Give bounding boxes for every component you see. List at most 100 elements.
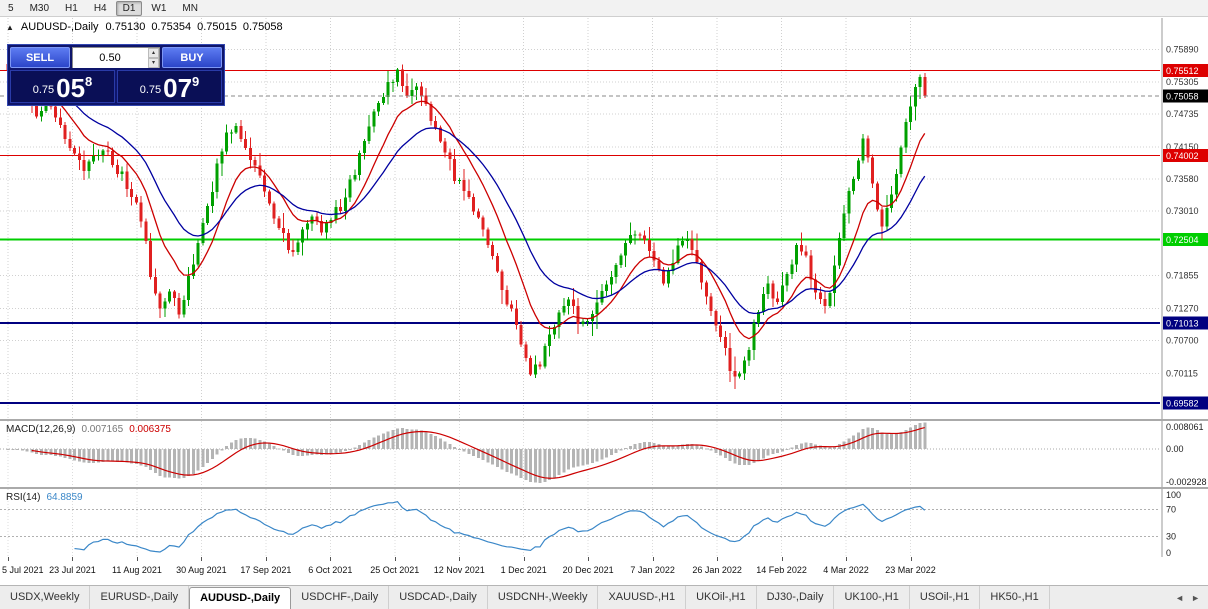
time-tick <box>459 557 460 561</box>
date-label: 1 Dec 2021 <box>501 565 547 575</box>
sell-price-pipette: 8 <box>85 74 92 89</box>
time-tick <box>395 557 396 561</box>
buy-price-prefix: 0.75 <box>140 84 161 96</box>
tab-hk50-h1[interactable]: HK50-,H1 <box>980 586 1049 609</box>
svg-text:100: 100 <box>1166 490 1181 500</box>
svg-text:0.74002: 0.74002 <box>1166 151 1199 161</box>
buy-button[interactable]: BUY <box>162 47 222 68</box>
tab-scroll-right-icon[interactable]: ► <box>1191 593 1200 603</box>
chart-tabs-bar: USDX,WeeklyEURUSD-,DailyAUDUSD-,DailyUSD… <box>0 585 1208 609</box>
tab-usoil-h1[interactable]: USOil-,H1 <box>910 586 981 609</box>
sell-price-prefix: 0.75 <box>33 84 54 96</box>
rsi-name: RSI(14) <box>6 492 40 503</box>
timeframe-button-mn[interactable]: MN <box>175 1 205 16</box>
open-value: 0.75130 <box>106 21 146 33</box>
time-tick <box>72 557 73 561</box>
svg-text:0.71855: 0.71855 <box>1166 271 1199 281</box>
date-label: 25 Oct 2021 <box>370 565 419 575</box>
sell-price-display[interactable]: 0.75058 <box>10 70 115 103</box>
time-tick <box>653 557 654 561</box>
macd-panel[interactable]: 0.008061 0.00 -0.002928 <box>0 421 1208 487</box>
date-label: 12 Nov 2021 <box>434 565 485 575</box>
tab-usdx-weekly[interactable]: USDX,Weekly <box>0 586 90 609</box>
timeframe-button-h4[interactable]: H4 <box>87 1 114 16</box>
tab-audusd-daily[interactable]: AUDUSD-,Daily <box>189 587 291 609</box>
tab-dj30-daily[interactable]: DJ30-,Daily <box>757 586 835 609</box>
time-tick <box>201 557 202 561</box>
svg-text:0.71013: 0.71013 <box>1166 318 1199 328</box>
close-value: 0.75058 <box>243 21 283 33</box>
svg-text:30: 30 <box>1166 532 1176 542</box>
ohlc-values: 0.75130 0.75354 0.75015 0.75058 <box>106 21 283 33</box>
svg-text:0.70115: 0.70115 <box>1166 368 1198 378</box>
low-value: 0.75015 <box>197 21 237 33</box>
svg-text:0.73010: 0.73010 <box>1166 206 1199 216</box>
svg-text:70: 70 <box>1166 504 1176 514</box>
macd-name: MACD(12,26,9) <box>6 424 75 435</box>
rsi-label: RSI(14) 64.8859 <box>6 492 83 503</box>
tab-usdcnh-weekly[interactable]: USDCNH-,Weekly <box>488 586 599 609</box>
trading-terminal-window: 5M30H1H4D1W1MN 0.758900.753050.747350.74… <box>0 0 1208 609</box>
svg-text:0.00: 0.00 <box>1166 444 1184 454</box>
time-tick <box>330 557 331 561</box>
time-tick <box>266 557 267 561</box>
timeframe-button-h1[interactable]: H1 <box>58 1 85 16</box>
macd-signal-value: 0.006375 <box>129 424 171 435</box>
time-tick <box>911 557 912 561</box>
date-label: 4 Mar 2022 <box>823 565 869 575</box>
svg-text:0.75512: 0.75512 <box>1166 66 1199 76</box>
volume-input[interactable] <box>73 49 159 68</box>
tab-usdcad-daily[interactable]: USDCAD-,Daily <box>389 586 488 609</box>
timeframe-button-m30[interactable]: M30 <box>23 1 56 16</box>
time-tick <box>137 557 138 561</box>
date-label: 26 Jan 2022 <box>692 565 742 575</box>
volume-increase-button[interactable]: ▴ <box>148 48 159 58</box>
tab-scroll-left-icon[interactable]: ◄ <box>1175 593 1184 603</box>
buy-price-display[interactable]: 0.75079 <box>117 70 222 103</box>
timeframe-button-w1[interactable]: W1 <box>144 1 173 16</box>
time-tick <box>782 557 783 561</box>
date-label: 14 Feb 2022 <box>756 565 807 575</box>
time-axis: 5 Jul 202123 Jul 202111 Aug 202130 Aug 2… <box>0 557 1208 584</box>
time-tick <box>8 557 9 561</box>
svg-text:0.008061: 0.008061 <box>1166 422 1204 432</box>
timeframe-button-d1[interactable]: D1 <box>116 1 143 16</box>
tab-xauusd-h1[interactable]: XAUUSD-,H1 <box>598 586 686 609</box>
date-label: 7 Jan 2022 <box>630 565 675 575</box>
timeframe-button-5[interactable]: 5 <box>1 1 21 16</box>
time-tick <box>524 557 525 561</box>
svg-text:0.72504: 0.72504 <box>1166 235 1199 245</box>
macd-main-value: 0.007165 <box>81 424 123 435</box>
svg-text:0.75058: 0.75058 <box>1166 92 1199 102</box>
rsi-panel[interactable]: 100 70 30 0 <box>0 489 1208 557</box>
sell-button[interactable]: SELL <box>10 47 70 68</box>
svg-text:-0.002928: -0.002928 <box>1166 477 1207 487</box>
svg-text:0.75305: 0.75305 <box>1166 77 1199 87</box>
buy-price-pipette: 9 <box>192 74 199 89</box>
chart-symbol-label: AUDUSD-,Daily <box>21 21 99 33</box>
time-tick <box>846 557 847 561</box>
date-label: 17 Sep 2021 <box>240 565 291 575</box>
date-label: 30 Aug 2021 <box>176 565 227 575</box>
one-click-trading-panel: SELL ▴ ▾ BUY 0.75058 0.75079 <box>7 44 225 106</box>
svg-text:0: 0 <box>1166 548 1171 557</box>
date-label: 5 Jul 2021 <box>2 565 44 575</box>
timeframe-toolbar: 5M30H1H4D1W1MN <box>0 0 1208 17</box>
tab-uk100-h1[interactable]: UK100-,H1 <box>834 586 909 609</box>
volume-decrease-button[interactable]: ▾ <box>148 58 159 68</box>
collapse-trade-panel-icon[interactable]: ▲ <box>6 23 14 32</box>
buy-price-big-digits: 07 <box>163 77 192 100</box>
chart-header: ▲ AUDUSD-,Daily 0.75130 0.75354 0.75015 … <box>6 21 283 33</box>
svg-text:0.74735: 0.74735 <box>1166 109 1199 119</box>
svg-text:0.73580: 0.73580 <box>1166 174 1199 184</box>
tab-scroll-controls: ◄► <box>1167 586 1208 609</box>
date-label: 6 Oct 2021 <box>308 565 352 575</box>
svg-text:0.71270: 0.71270 <box>1166 304 1199 314</box>
high-value: 0.75354 <box>151 21 191 33</box>
tab-usdchf-daily[interactable]: USDCHF-,Daily <box>291 586 389 609</box>
sell-price-big-digits: 05 <box>56 77 85 100</box>
svg-text:0.75890: 0.75890 <box>1166 44 1199 54</box>
tab-eurusd-daily[interactable]: EURUSD-,Daily <box>90 586 189 609</box>
svg-text:0.70700: 0.70700 <box>1166 335 1199 345</box>
tab-ukoil-h1[interactable]: UKOil-,H1 <box>686 586 757 609</box>
